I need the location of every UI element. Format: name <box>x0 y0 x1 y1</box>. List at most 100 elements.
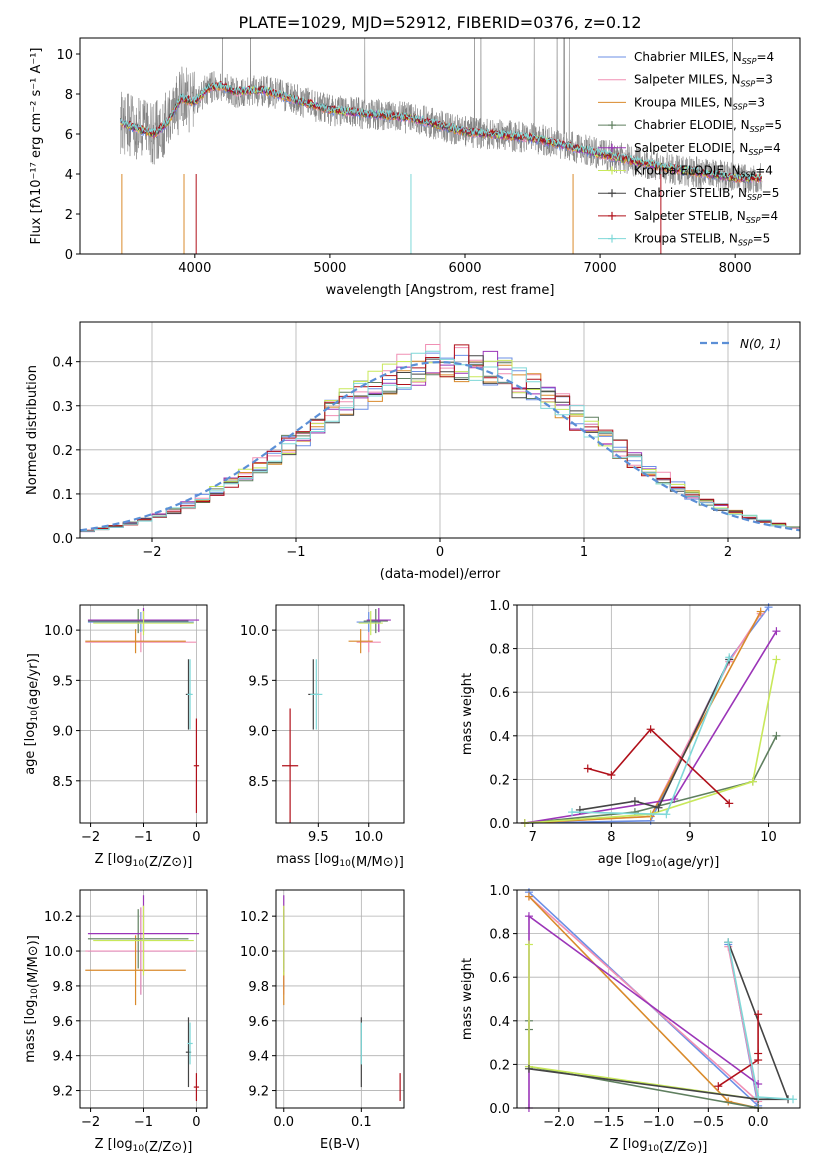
x-tick-label: 0.1 <box>351 1115 372 1130</box>
x-tick-label: 10 <box>760 830 777 845</box>
y-tick-label: 6 <box>65 128 73 143</box>
y-tick-label: 9.6 <box>52 1015 73 1030</box>
weight-line-chabrier_elodie <box>524 735 778 824</box>
y-tick-label: 0.3 <box>52 400 73 415</box>
x-tick-label: 2 <box>724 545 732 560</box>
x-tick-label: 5000 <box>313 261 346 276</box>
y-tick-label: 9.0 <box>248 725 269 740</box>
x-tick-label: −2 <box>81 830 100 845</box>
age_vs_mass-frame: 9.5 10.0 8.5 9.0 9.5 10.0 mass [log10(M/M⊙)] <box>240 604 405 870</box>
x-tick-label: −2.0 <box>543 1115 575 1130</box>
y-tick-label: 0.6 <box>489 686 510 701</box>
x-tick-label: 0.0 <box>273 1115 294 1130</box>
age_vs_mass-axes <box>276 605 404 823</box>
y-axis-label: mass [log10(M/M⊙)] <box>23 935 41 1063</box>
x-tick-label: 7 <box>529 830 537 845</box>
y-tick-label: 10 <box>56 48 73 63</box>
x-tick-label: −2 <box>142 545 161 560</box>
x-tick-label: 8 <box>607 830 615 845</box>
x-tick-label: −2 <box>81 1115 100 1130</box>
x-tick-label: 9.5 <box>308 830 329 845</box>
x-tick-label: 4000 <box>178 261 211 276</box>
y-tick-label: 0.2 <box>489 773 510 788</box>
y-axis-label: Normed distribution <box>25 365 40 495</box>
y-axis-label: mass weight <box>460 673 475 755</box>
x-tick-label: −1.5 <box>593 1115 625 1130</box>
x-axis-label: age [log10(age/yr)] <box>598 852 720 870</box>
legend-label: Chabrier STELIB, NSSP=5 <box>634 186 779 202</box>
weight_vs_age-frame: 7 8 9 10 0.0 0.2 0.4 0.6 0.8 1.0 age [log10(age/yr… <box>460 599 801 870</box>
axes-frame <box>79 37 801 255</box>
weight-line-chabrier_stelib <box>579 659 731 811</box>
y-tick-label: 10.2 <box>44 910 73 925</box>
y-tick-label: 0.1 <box>52 488 73 503</box>
y-axis-label: age [log10(age/yr)] <box>23 653 41 775</box>
weight-line-kroupa_elodie <box>524 659 778 824</box>
x-axis-label: Z [log10(Z/Z⊙)] <box>95 852 193 870</box>
mass_vs_Z-frame: −2 −1 0 9.2 9.4 9.6 9.8 10.0 10.2 Z [log10(Z/Z⊙)]… <box>23 889 208 1155</box>
figure-title: PLATE=1029, MJD=52912, FIBERID=0376, z=0… <box>238 13 641 32</box>
y-tick-label: 9.5 <box>248 674 269 689</box>
weight_vs_Z-frame: −2.0 −1.5 −1.0 −0.5 0.0 0.0 0.2 0.4 0.6 0.8 1.0 Z [… <box>460 884 801 1155</box>
y-tick-label: 9.4 <box>248 1050 269 1065</box>
y-tick-label: 10.0 <box>44 624 73 639</box>
y-tick-label: 0.0 <box>489 1102 510 1117</box>
y-tick-label: 1.0 <box>489 884 510 899</box>
y-tick-label: 0.8 <box>489 928 510 943</box>
x-tick-label: −1 <box>286 545 305 560</box>
x-tick-label: −1.0 <box>643 1115 675 1130</box>
weight-line-kroupa_miles <box>524 611 762 824</box>
y-tick-label: 0.4 <box>489 730 510 745</box>
x-tick-label: −1 <box>134 830 153 845</box>
legend-label: Kroupa STELIB, NSSP=5 <box>634 232 770 248</box>
residuals-frame: −2 −1 0 1 2 0.0 0.1 0.2 0.3 0.4 (data-model)/error… <box>25 321 801 582</box>
y-tick-label: 0.6 <box>489 971 510 986</box>
y-tick-label: 4 <box>65 168 73 183</box>
weight-line-chabrier_miles <box>524 606 770 824</box>
legend-label: Kroupa MILES, NSSP=3 <box>634 95 765 111</box>
y-tick-label: 0.2 <box>489 1058 510 1073</box>
y-axis-label: Flux [fλ10⁻¹⁷ erg cm⁻² s⁻¹ A⁻¹] <box>29 48 44 245</box>
legend-label: Chabrier ELODIE, NSSP=5 <box>634 118 782 134</box>
y-tick-label: 9.4 <box>52 1050 73 1065</box>
y-tick-label: 0.2 <box>52 444 73 459</box>
legend-label: Salpeter ELODIE, NSSP=4 <box>634 141 781 157</box>
histogram-kroupa_stelib <box>80 350 800 532</box>
x-axis-label: wavelength [Angstrom, rest frame] <box>326 283 555 298</box>
y-tick-label: 1.0 <box>489 599 510 614</box>
age_vs_Z-frame: −2 −1 0 8.5 9.0 9.5 10.0 Z [log10(Z/Z⊙)] age [lo… <box>23 604 208 870</box>
y-tick-label: 0.4 <box>489 1015 510 1030</box>
y-tick-label: 0.4 <box>52 356 73 371</box>
x-axis-label: Z [log10(Z/Z⊙)] <box>95 1137 193 1155</box>
y-tick-label: 8.5 <box>52 775 73 790</box>
y-tick-label: 2 <box>65 208 73 223</box>
x-tick-label: −0.5 <box>693 1115 725 1130</box>
y-tick-label: 10.0 <box>240 945 269 960</box>
x-tick-label: 6000 <box>448 261 481 276</box>
x-tick-label: 0 <box>192 1115 200 1130</box>
y-tick-label: 9.2 <box>248 1085 269 1100</box>
weight-line-salpeter_stelib <box>587 728 730 804</box>
gaussian-curve <box>79 360 801 532</box>
legend-label: Kroupa ELODIE, NSSP=4 <box>634 164 773 180</box>
y-tick-label: 8 <box>65 88 73 103</box>
x-tick-label: 0 <box>192 830 200 845</box>
histogram-salpeter_stelib <box>80 344 800 531</box>
legend-label: Chabrier MILES, NSSP=4 <box>634 50 774 66</box>
y-axis-label: mass weight <box>460 958 475 1040</box>
mass_vs_EBV-frame: 0.0 0.1 9.2 9.4 9.6 9.8 10.0 10.2 E(B-V) <box>240 889 405 1152</box>
x-tick-label: 0 <box>436 545 444 560</box>
axes-frame <box>275 889 405 1109</box>
y-tick-label: 9.2 <box>52 1085 73 1100</box>
residuals-legend: N(0, 1) <box>700 337 781 351</box>
axes-frame <box>516 604 801 824</box>
x-tick-label: −1 <box>134 1115 153 1130</box>
spectrum-lines <box>120 38 763 254</box>
mass_vs_EBV-axes <box>276 890 404 1108</box>
y-tick-label: 9.8 <box>248 980 269 995</box>
spectrum-frame: 4000 5000 6000 7000 8000 0 2 4 6 8 10 wavelength [A… <box>29 37 801 298</box>
x-axis-label: E(B-V) <box>320 1137 360 1152</box>
axes-frame <box>275 604 405 824</box>
legend-label: Salpeter MILES, NSSP=3 <box>634 73 773 89</box>
